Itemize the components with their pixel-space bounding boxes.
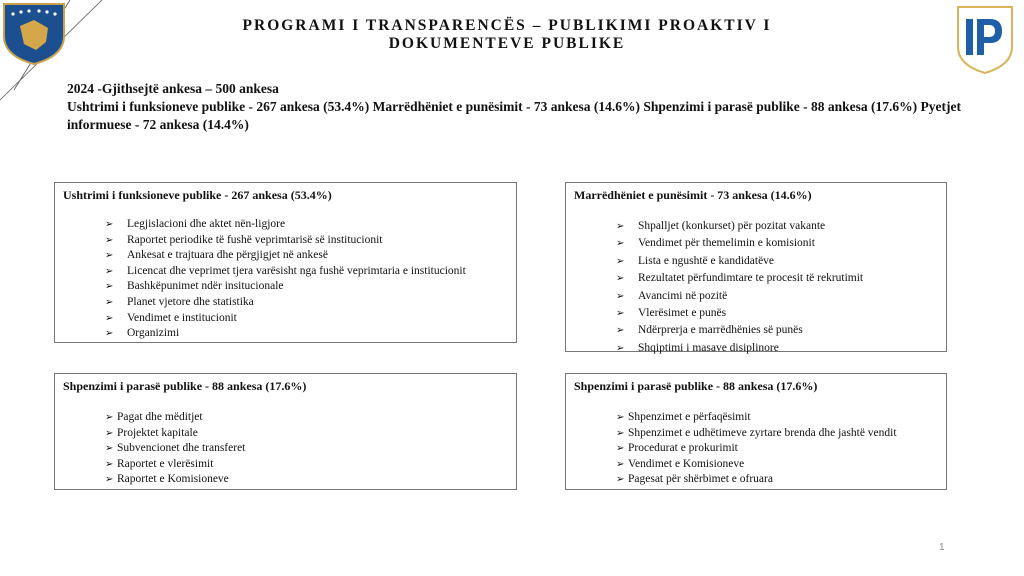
list-item-text: Licencat dhe veprimet tjera varësisht ng… <box>127 264 466 277</box>
list-item-text: Bashkëpunimet ndër insitucionale <box>127 280 284 293</box>
list-item: ➢ Ndërprerja e marrëdhënies së punës <box>616 322 938 339</box>
list-item: ➢ Avancimi në pozitë <box>616 288 938 305</box>
list-item-text: Ankesat e trajtuara dhe përgjigjet në an… <box>127 249 328 262</box>
list-item: ➢ Vlerësimet e punës <box>616 305 938 322</box>
box-title: Marrëdhëniet e punësimit - 73 ankesa (14… <box>574 188 812 202</box>
kosovo-coat-of-arms-logo <box>0 0 103 101</box>
list-item-text: Raportet e Komisioneve <box>117 473 229 486</box>
list-item-text: Pagesat për shërbimet e ofruara <box>628 473 773 486</box>
list-item: ➢ Pagat dhe mëditjet <box>105 410 508 426</box>
list-item-text: Avancimi në pozitë <box>638 289 728 302</box>
list-item-text: Shqiptimi i masave disiplinore <box>638 341 779 354</box>
arrowhead-bullet-icon: ➢ <box>105 219 114 230</box>
list-item-text: Shpenzimet e përfaqësimit <box>628 411 751 423</box>
arrowhead-bullet-icon: ➢ <box>616 412 625 423</box>
list-item-text: Raportet e vlerësimit <box>117 457 214 470</box>
arrowhead-bullet-icon: ➢ <box>616 290 625 302</box>
list-item: ➢ Legjislacioni dhe aktet nën-ligjore <box>105 217 508 233</box>
list-item: ➢ Rezultatet përfundimtare te procesit të… <box>616 270 938 287</box>
page-number: 1 <box>939 542 945 553</box>
list-item: ➢ Bashkëpunimet ndër insitucionale <box>105 279 508 295</box>
list-item-text: Vendimet për themelimin e komisionit <box>638 237 815 250</box>
category-box-public-functions: Ushtrimi i funksioneve publike - 267 ank… <box>54 182 517 343</box>
item-list: ➢ Pagat dhe mëditjet ➢ Projektet kapitale ➢ S… <box>105 410 508 488</box>
list-item: ➢ Vendimet për themelimin e komisionit <box>616 235 938 252</box>
list-item-text: Legjislacioni dhe aktet nën-ligjore <box>127 218 286 230</box>
summary-breakdown: Ushtrimi i funksioneve publike - 267 ank… <box>67 99 962 132</box>
page-title: PROGRAMI I TRANSPARENCËS – PUBLIKIMI PRO… <box>200 17 814 53</box>
category-box-public-spending: Shpenzimi i parasë publike - 88 ankesa (… <box>54 373 517 490</box>
list-item: ➢ Licencat dhe veprimet tjera varësisht n… <box>105 264 508 280</box>
arrowhead-bullet-icon: ➢ <box>105 474 114 486</box>
arrowhead-bullet-icon: ➢ <box>616 474 625 486</box>
list-item: ➢ Raportet e vlerësimit <box>105 457 508 473</box>
arrowhead-bullet-icon: ➢ <box>616 238 625 250</box>
arrowhead-bullet-icon: ➢ <box>616 273 625 285</box>
list-item-text: Shpalljet (konkurset) për pozitat vakant… <box>638 220 826 232</box>
title-line-1: PROGRAMI I TRANSPARENCËS – PUBLIKIMI PRO… <box>242 17 772 34</box>
arrowhead-bullet-icon: ➢ <box>616 255 625 267</box>
list-item: ➢ Shpalljet (konkurset) për pozitat vakan… <box>616 218 938 235</box>
arrowhead-bullet-icon: ➢ <box>105 458 114 470</box>
arrowhead-bullet-icon: ➢ <box>105 443 114 455</box>
arrowhead-bullet-icon: ➢ <box>616 221 625 232</box>
list-item-text: Planet vjetore dhe statistika <box>127 295 254 308</box>
arrowhead-bullet-icon: ➢ <box>105 250 114 262</box>
category-box-public-spending-2: Shpenzimi i parasë publike - 88 ankesa (… <box>565 373 947 490</box>
box-title: Ushtrimi i funksioneve publike - 267 ank… <box>63 188 332 202</box>
list-item-text: Vlerësimet e punës <box>638 307 727 320</box>
list-item-text: Subvencionet dhe transferet <box>117 442 246 455</box>
list-item: ➢ Shpenzimet e përfaqësimit <box>616 410 938 426</box>
summary-total: 2024 -Gjithsejtë ankesa – 500 ankesa <box>67 81 279 96</box>
list-item: ➢ Shqiptimi i masave disiplinore <box>616 340 938 357</box>
category-box-employment: Marrëdhëniet e punësimit - 73 ankesa (14… <box>565 182 947 354</box>
list-item: ➢ Vendimet e institucionit <box>105 311 508 327</box>
list-item-text: Raportet periodike të fushë veprimtarisë… <box>127 233 383 246</box>
list-item: ➢ Lista e ngushtë e kandidatëve <box>616 253 938 270</box>
arrowhead-bullet-icon: ➢ <box>105 328 114 340</box>
arrowhead-bullet-icon: ➢ <box>105 427 114 439</box>
list-item: ➢ Shpenzimet e udhëtimeve zyrtare brenda … <box>616 426 938 442</box>
arrowhead-bullet-icon: ➢ <box>616 427 625 439</box>
list-item: ➢ Planet vjetore dhe statistika <box>105 295 508 311</box>
list-item: ➢ Projektet kapitale <box>105 426 508 442</box>
list-item-text: Vendimet e Komisioneve <box>628 457 745 470</box>
title-line-2: DOKUMENTEVE PUBLIKE <box>388 35 626 52</box>
list-item: ➢ Pagesat për shërbimet e ofruara <box>616 472 938 488</box>
arrowhead-bullet-icon: ➢ <box>105 234 114 246</box>
list-item: ➢ Ankesat e trajtuara dhe përgjigjet në a… <box>105 248 508 264</box>
list-item-text: Projektet kapitale <box>117 426 198 439</box>
ip-logo <box>957 6 1013 75</box>
item-list: ➢ Shpalljet (konkurset) për pozitat vakan… <box>616 218 938 357</box>
list-item: ➢ Raportet e Komisioneve <box>105 472 508 488</box>
list-item-text: Rezultatet përfundimtare te procesit të … <box>638 272 864 285</box>
list-item: ➢ Subvencionet dhe transferet <box>105 441 508 457</box>
summary: 2024 -Gjithsejtë ankesa – 500 ankesa Ush… <box>67 80 967 134</box>
arrowhead-bullet-icon: ➢ <box>616 325 625 337</box>
list-item-text: Vendimet e institucionit <box>127 311 237 324</box>
arrowhead-bullet-icon: ➢ <box>105 296 114 308</box>
arrowhead-bullet-icon: ➢ <box>105 265 114 277</box>
box-title: Shpenzimi i parasë publike - 88 ankesa (… <box>574 379 818 393</box>
arrowhead-bullet-icon: ➢ <box>616 443 625 455</box>
list-item: ➢ Procedurat e prokurimit <box>616 441 938 457</box>
list-item: ➢ Vendimet e Komisioneve <box>616 457 938 473</box>
arrowhead-bullet-icon: ➢ <box>105 412 114 423</box>
arrowhead-bullet-icon: ➢ <box>616 308 625 320</box>
list-item-text: Procedurat e prokurimit <box>628 442 738 455</box>
list-item: ➢ Raportet periodike të fushë veprimtaris… <box>105 233 508 249</box>
arrowhead-bullet-icon: ➢ <box>105 312 114 324</box>
item-list: ➢ Shpenzimet e përfaqësimit ➢ Shpenzimet e … <box>616 410 938 488</box>
list-item-text: Organizimi <box>127 327 180 340</box>
list-item-text: Lista e ngushtë e kandidatëve <box>638 254 775 267</box>
box-title: Shpenzimi i parasë publike - 88 ankesa (… <box>63 379 307 393</box>
list-item-text: Pagat dhe mëditjet <box>117 411 203 423</box>
list-item-text: Ndërprerja e marrëdhënies së punës <box>638 324 803 337</box>
list-item-text: Shpenzimet e udhëtimeve zyrtare brenda d… <box>628 426 897 439</box>
arrowhead-bullet-icon: ➢ <box>616 342 625 354</box>
arrowhead-bullet-icon: ➢ <box>105 281 114 293</box>
list-item: ➢ Organizimi <box>105 326 508 342</box>
arrowhead-bullet-icon: ➢ <box>616 458 625 470</box>
item-list: ➢ Legjislacioni dhe aktet nën-ligjore ➢ Rap… <box>105 217 508 342</box>
